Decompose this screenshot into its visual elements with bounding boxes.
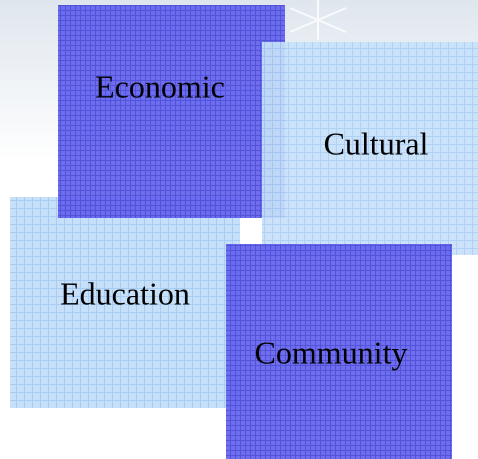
node-label: Education: [60, 275, 190, 311]
node-label: Economic: [95, 68, 225, 104]
diagram: Economic Cultural Education Community: [0, 0, 478, 459]
economic-box: [58, 5, 285, 218]
node-label: Cultural: [324, 125, 429, 161]
node-label: Community: [255, 334, 408, 370]
